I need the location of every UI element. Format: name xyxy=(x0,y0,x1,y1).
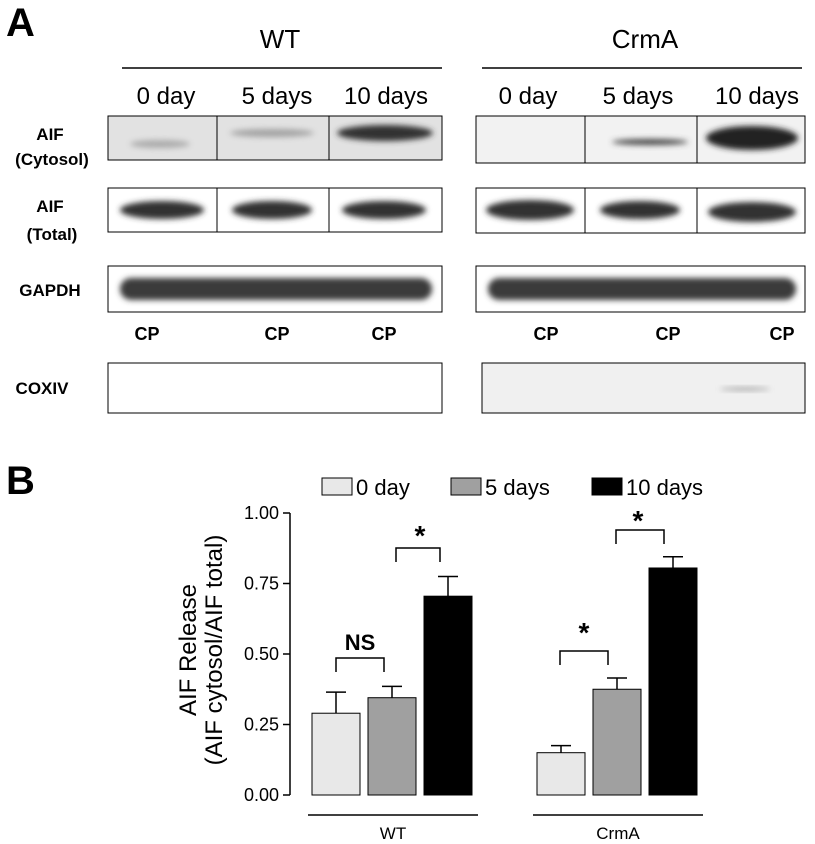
y-tick-label: 0.25 xyxy=(244,715,279,735)
legend-swatch xyxy=(321,477,353,496)
y-axis-label: AIF Release xyxy=(175,584,202,716)
legend-swatch xyxy=(591,477,623,496)
y-tick-label: 0.50 xyxy=(244,644,279,664)
row-label: AIF xyxy=(36,125,63,144)
x-tick-label: WT xyxy=(380,824,406,843)
lane-label: 5 days xyxy=(242,83,313,110)
lane-label: 10 days xyxy=(715,83,799,110)
fraction-label: CP xyxy=(533,324,558,344)
y-axis-label: (AIF cytosol/AIF total) xyxy=(201,535,228,766)
bar xyxy=(648,567,698,796)
row-label: (Cytosol) xyxy=(15,150,89,169)
fraction-label: CP xyxy=(264,324,289,344)
blot xyxy=(107,115,806,414)
annotation: * xyxy=(579,617,590,648)
lane-label: 5 days xyxy=(603,83,674,110)
fraction-label: CP xyxy=(134,324,159,344)
annotation: * xyxy=(415,520,426,551)
lane-label: 10 days xyxy=(344,83,428,110)
annotation: * xyxy=(633,505,644,536)
x-tick-label: CrmA xyxy=(596,824,640,843)
group-label: WT xyxy=(260,24,301,54)
y-tick-label: 0.00 xyxy=(244,785,279,805)
row-label: AIF xyxy=(36,197,63,216)
bar xyxy=(367,697,417,796)
y-tick-label: 1.00 xyxy=(244,503,279,523)
group-label: CrmA xyxy=(612,24,679,54)
annotation: NS xyxy=(345,630,376,655)
panel-label: A xyxy=(6,1,35,45)
legend-swatch xyxy=(450,477,482,496)
legend-label: 5 days xyxy=(485,475,550,500)
legend-label: 0 day xyxy=(356,475,410,500)
row-label: (Total) xyxy=(27,225,78,244)
fraction-label: CP xyxy=(371,324,396,344)
bar xyxy=(536,752,586,796)
y-tick-label: 0.75 xyxy=(244,574,279,594)
bar xyxy=(592,688,642,796)
lane-label: 0 day xyxy=(499,83,558,110)
fraction-label: CP xyxy=(655,324,680,344)
bar xyxy=(311,712,361,796)
lane-label: 0 day xyxy=(137,83,196,110)
fraction-label: CP xyxy=(769,324,794,344)
bar xyxy=(423,595,473,796)
row-label: COXIV xyxy=(16,379,70,398)
significance-brackets xyxy=(335,529,665,672)
row-label: GAPDH xyxy=(19,281,80,300)
panel-label: B xyxy=(6,459,35,503)
legend-label: 10 days xyxy=(626,475,703,500)
